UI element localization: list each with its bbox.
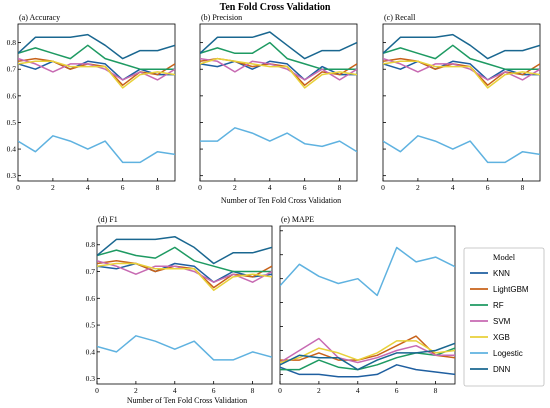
panel-0: (a) Accuracy 0 2 4 6 8 0.3 0.4 0.5 0.6 0.7 0.8 <box>7 13 176 192</box>
series-line-rf <box>18 44 175 70</box>
series-line-logestic <box>280 246 455 297</box>
panel-title: (c) Recall <box>384 13 416 22</box>
y-tick-label: 0.3 <box>86 374 96 383</box>
x-tick-label: 8 <box>156 183 160 192</box>
y-tick-label: 0.8 <box>86 240 96 249</box>
series-line-logestic <box>18 135 175 164</box>
x-tick-label: 6 <box>486 183 490 192</box>
y-tick-label: 0.5 <box>86 321 96 330</box>
legend-entry-xgb: XGB <box>493 333 510 342</box>
series-line-dnn <box>383 33 540 60</box>
series-line-rf <box>200 41 357 70</box>
panel-frame <box>17 23 176 182</box>
legend-entry-rf: RF <box>493 301 504 310</box>
x-tick-label: 4 <box>268 183 272 192</box>
series-line-logestic <box>97 335 272 361</box>
x-axis-label-1: Number of Ten Fold Cross Validation <box>127 396 247 405</box>
series-line-dnn <box>200 31 357 60</box>
series-group <box>280 246 455 378</box>
x-tick-label: 2 <box>134 386 138 395</box>
y-tick-label: 0.3 <box>7 171 17 180</box>
legend-entry-dnn: DNN <box>493 365 511 374</box>
panel-title: (b) Precision <box>201 13 242 22</box>
legend-title: Model <box>493 252 516 262</box>
series-line-dnn <box>97 235 272 265</box>
x-tick-label: 2 <box>416 183 420 192</box>
x-tick-label: 4 <box>173 386 177 395</box>
y-tick-label: 0.6 <box>86 294 96 303</box>
legend-entry-logestic: Logestic <box>493 349 523 358</box>
x-tick-label: 8 <box>434 386 438 395</box>
series-group <box>97 235 272 361</box>
x-tick-label: 0 <box>381 183 385 192</box>
y-tick-label: 0.4 <box>7 145 17 154</box>
panel-title: (e) MAPE <box>281 215 314 224</box>
panel-frame <box>382 23 541 182</box>
x-tick-label: 8 <box>338 183 342 192</box>
x-tick-label: 4 <box>451 183 455 192</box>
y-tick-label: 0.6 <box>7 91 17 100</box>
panel-frame <box>279 225 456 385</box>
x-tick-label: 2 <box>51 183 55 192</box>
series-line-xgb <box>97 262 272 292</box>
figure-title: Ten Fold Cross Validation <box>219 2 331 13</box>
series-line-dnn <box>18 33 175 60</box>
series-line-rf <box>280 347 455 371</box>
series-line-dnn <box>280 342 455 371</box>
panel-4: (e) MAPE 0 2 4 6 8 <box>278 215 456 395</box>
x-tick-label: 0 <box>95 386 99 395</box>
series-line-rf <box>97 246 272 273</box>
x-tick-label: 0 <box>198 183 202 192</box>
panel-title: (a) Accuracy <box>19 13 60 22</box>
x-tick-label: 4 <box>86 183 90 192</box>
series-line-knn <box>383 60 540 81</box>
x-tick-label: 2 <box>233 183 237 192</box>
series-line-xgb <box>280 340 455 364</box>
x-tick-label: 8 <box>251 386 255 395</box>
y-tick-label: 0.8 <box>7 38 17 47</box>
series-line-xgb <box>383 60 540 89</box>
series-line-knn <box>280 364 455 378</box>
panel-1: (b) Precision 0 2 4 6 8 <box>198 13 358 192</box>
series-line-rf <box>383 44 540 70</box>
legend-entry-knn: KNN <box>493 269 510 278</box>
panel-frame <box>96 225 273 385</box>
series-line-knn <box>200 60 357 81</box>
x-tick-label: 6 <box>303 183 307 192</box>
x-axis-label-0: Number of Ten Fold Cross Validation <box>221 196 341 205</box>
panel-frame <box>199 23 358 182</box>
x-tick-label: 6 <box>121 183 125 192</box>
panel-2: (c) Recall 0 2 4 6 8 <box>381 13 541 192</box>
legend: Model KNN LightGBM RF SVM XGB Logestic DNN <box>463 247 545 387</box>
series-line-logestic <box>383 135 540 164</box>
x-tick-label: 0 <box>16 183 20 192</box>
series-line-svm <box>280 337 455 364</box>
series-line-xgb <box>18 60 175 89</box>
x-tick-label: 2 <box>317 386 321 395</box>
y-tick-label: 0.5 <box>7 118 17 127</box>
y-tick-label: 0.7 <box>86 267 96 276</box>
x-tick-label: 4 <box>356 386 360 395</box>
panel-title: (d) F1 <box>98 215 118 224</box>
y-tick-label: 0.7 <box>7 65 17 74</box>
series-line-knn <box>97 262 272 283</box>
panel-3: (d) F1 0 2 4 6 8 0.3 0.4 0.5 0.6 0.7 0.8 <box>86 215 273 395</box>
series-line-xgb <box>200 57 357 89</box>
series-group <box>383 33 540 164</box>
series-line-knn <box>18 60 175 81</box>
legend-entry-lightgbm: LightGBM <box>493 285 529 294</box>
series-line-logestic <box>200 127 357 153</box>
y-tick-label: 0.4 <box>86 347 96 356</box>
series-group <box>18 33 175 164</box>
x-tick-label: 6 <box>212 386 216 395</box>
x-tick-label: 8 <box>521 183 525 192</box>
x-tick-label: 6 <box>395 386 399 395</box>
series-group <box>200 31 357 153</box>
x-tick-label: 0 <box>278 386 282 395</box>
legend-entry-svm: SVM <box>493 317 511 326</box>
